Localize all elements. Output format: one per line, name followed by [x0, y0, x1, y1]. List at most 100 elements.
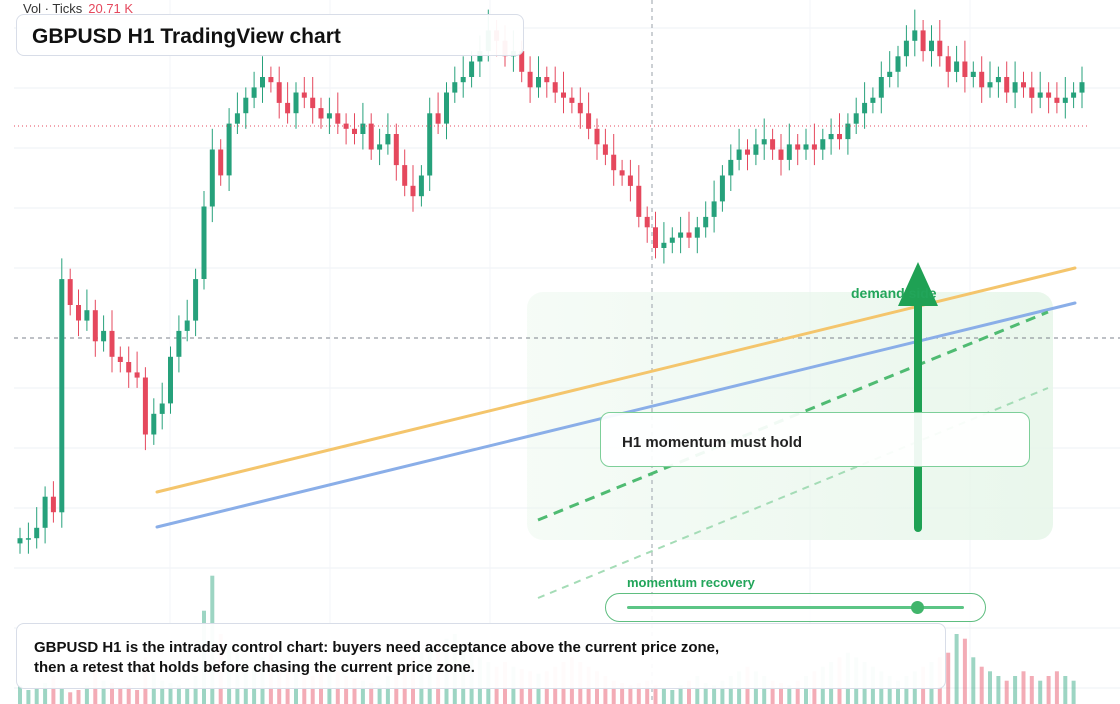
candlestick [920, 20, 926, 62]
candle-body [444, 92, 449, 124]
candle-body [67, 279, 73, 305]
volume-bar [344, 676, 349, 704]
candle-body [1004, 77, 1010, 93]
candlestick [837, 113, 842, 150]
momentum-recovery-slider[interactable] [605, 593, 986, 622]
candlestick [1029, 71, 1035, 114]
candle-body [151, 413, 157, 435]
candlestick [1012, 61, 1018, 109]
volume-bar [804, 676, 808, 704]
candle-body [602, 144, 608, 155]
candle-body [611, 154, 617, 171]
candlestick [703, 201, 709, 238]
candle-body [201, 206, 207, 279]
candle-body [995, 77, 1001, 83]
candlestick [912, 9, 918, 57]
candle-body [778, 149, 784, 160]
candlestick [59, 258, 65, 528]
volume-bar [611, 680, 616, 704]
demand-arrow-head [898, 262, 938, 306]
volume-bar [695, 676, 700, 704]
candle-body [594, 128, 600, 145]
candle-body [335, 113, 341, 124]
volume-bar [946, 652, 951, 704]
candle-body [1046, 92, 1052, 98]
candle-body [837, 134, 842, 140]
candlestick [552, 66, 558, 103]
candlestick [335, 92, 341, 134]
candle-body [276, 82, 282, 103]
volume-indicator-label: Vol · Ticks [23, 1, 83, 16]
candlestick [761, 118, 767, 160]
candlestick [979, 56, 985, 103]
candlestick [636, 165, 642, 228]
candle-body [460, 77, 466, 83]
candlestick [17, 527, 23, 554]
candlestick [736, 128, 742, 171]
volume-bar [68, 692, 73, 704]
volume-bar [135, 690, 140, 704]
volume-bar [1021, 671, 1026, 704]
candle-body [101, 330, 107, 342]
candlestick [795, 134, 801, 166]
candlestick [92, 299, 98, 357]
candle-body [903, 40, 909, 57]
candlestick [527, 56, 533, 103]
candle-body [25, 538, 31, 540]
candle-body [109, 330, 115, 357]
candlestick [276, 66, 282, 119]
candlestick [452, 66, 458, 103]
candle-body [619, 170, 625, 176]
candlestick [611, 134, 617, 186]
candle-body [719, 175, 725, 202]
candlestick [627, 159, 633, 202]
candle-body [76, 305, 81, 321]
candle-body [636, 185, 642, 217]
volume-bar [385, 676, 390, 704]
candle-body [393, 134, 399, 166]
volume-bar [988, 671, 992, 704]
candlestick [1046, 82, 1052, 114]
candlestick [1062, 77, 1068, 119]
volume-bar [661, 687, 666, 704]
candlestick [126, 346, 132, 388]
candlestick [1004, 61, 1010, 103]
candle-body [1029, 87, 1035, 98]
candlestick [226, 108, 232, 191]
candlestick [410, 165, 416, 212]
candle-body [669, 237, 675, 243]
candle-body [368, 123, 374, 150]
volume-bar [712, 685, 717, 704]
volume-bar [1013, 676, 1018, 704]
slider-track [627, 606, 964, 609]
candle-body [17, 538, 23, 544]
candlestick [460, 56, 466, 98]
candle-body [193, 279, 199, 321]
candle-body [402, 165, 408, 186]
volume-bar [34, 687, 39, 704]
candlestick [987, 61, 993, 98]
candle-body [42, 496, 48, 528]
candlestick [427, 97, 433, 191]
candle-body [527, 71, 533, 88]
caption-text: GBPUSD H1 is the intraday control chart:… [34, 639, 720, 676]
momentum-callout: H1 momentum must hold [600, 412, 1030, 467]
candlestick [811, 123, 817, 166]
candlestick [728, 144, 734, 191]
chart-title-card: GBPUSD H1 TradingView chart [16, 14, 524, 56]
candlestick [25, 522, 31, 554]
candlestick [168, 346, 173, 414]
candle-body [218, 149, 224, 176]
volume-bar [795, 680, 800, 704]
volume-bar [84, 685, 89, 704]
slider-knob[interactable] [910, 601, 924, 614]
volume-bar [728, 676, 733, 704]
volume-bar [377, 685, 382, 704]
candlestick [569, 87, 575, 114]
candlestick [209, 128, 215, 223]
candlestick [803, 128, 809, 160]
candlestick [385, 113, 391, 155]
volume-bar [620, 683, 625, 704]
volume-bar [896, 680, 900, 704]
volume-bar [1029, 676, 1034, 704]
